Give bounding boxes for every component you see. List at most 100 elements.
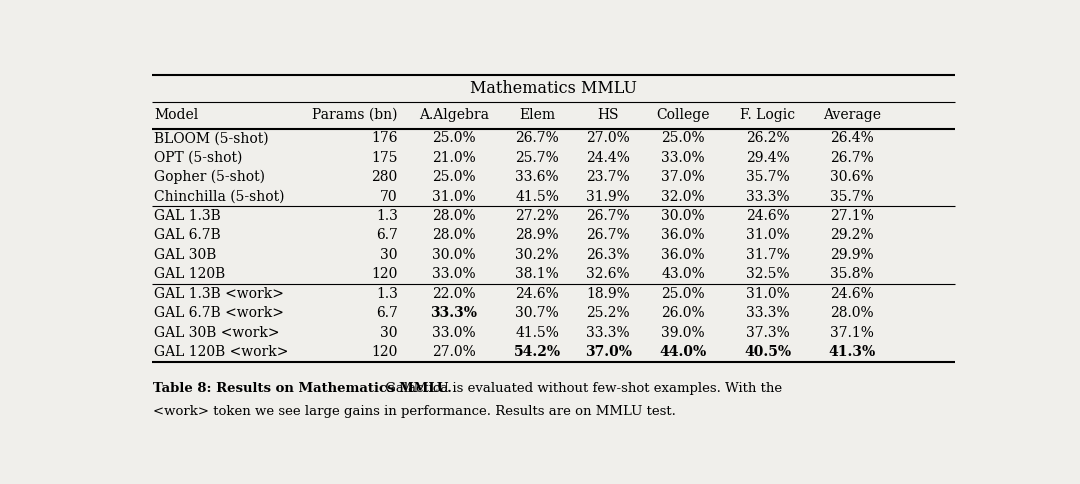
Text: 26.7%: 26.7% bbox=[831, 151, 874, 165]
Text: 30: 30 bbox=[380, 326, 397, 340]
Text: 6.7: 6.7 bbox=[376, 306, 397, 320]
Text: GAL 6.7B <work>: GAL 6.7B <work> bbox=[154, 306, 284, 320]
Text: BLOOM (5-shot): BLOOM (5-shot) bbox=[154, 131, 269, 145]
Text: 33.3%: 33.3% bbox=[430, 306, 477, 320]
Text: 33.6%: 33.6% bbox=[515, 170, 558, 184]
Text: HS: HS bbox=[597, 108, 619, 122]
Text: GAL 6.7B: GAL 6.7B bbox=[154, 228, 221, 242]
Text: 35.8%: 35.8% bbox=[831, 267, 874, 281]
Text: 37.0%: 37.0% bbox=[584, 345, 632, 359]
Text: Mathematics MMLU: Mathematics MMLU bbox=[470, 80, 637, 97]
Text: 33.0%: 33.0% bbox=[432, 326, 475, 340]
Text: 120: 120 bbox=[372, 345, 397, 359]
Text: 26.0%: 26.0% bbox=[661, 306, 705, 320]
Text: 41.5%: 41.5% bbox=[515, 190, 559, 204]
Text: 43.0%: 43.0% bbox=[661, 267, 705, 281]
Text: 37.3%: 37.3% bbox=[746, 326, 789, 340]
Text: Gopher (5-shot): Gopher (5-shot) bbox=[154, 170, 266, 184]
Text: 24.4%: 24.4% bbox=[586, 151, 630, 165]
Text: College: College bbox=[657, 108, 710, 122]
Text: 41.5%: 41.5% bbox=[515, 326, 559, 340]
Text: GAL 30B: GAL 30B bbox=[154, 248, 217, 262]
Text: Chinchilla (5-shot): Chinchilla (5-shot) bbox=[154, 190, 285, 204]
Text: 36.0%: 36.0% bbox=[661, 228, 705, 242]
Text: 27.0%: 27.0% bbox=[432, 345, 475, 359]
Text: 120: 120 bbox=[372, 267, 397, 281]
Text: GAL 1.3B: GAL 1.3B bbox=[154, 209, 221, 223]
Text: 23.7%: 23.7% bbox=[586, 170, 630, 184]
Text: 32.6%: 32.6% bbox=[586, 267, 630, 281]
Text: 29.9%: 29.9% bbox=[831, 248, 874, 262]
Text: 41.3%: 41.3% bbox=[828, 345, 876, 359]
Text: 33.3%: 33.3% bbox=[746, 190, 789, 204]
Text: 24.6%: 24.6% bbox=[746, 209, 789, 223]
Text: 25.0%: 25.0% bbox=[432, 170, 475, 184]
Text: 27.2%: 27.2% bbox=[515, 209, 559, 223]
Text: 33.3%: 33.3% bbox=[746, 306, 789, 320]
Text: 1.3: 1.3 bbox=[376, 209, 397, 223]
Text: 36.0%: 36.0% bbox=[661, 248, 705, 262]
Text: 35.7%: 35.7% bbox=[831, 190, 874, 204]
Text: 33.0%: 33.0% bbox=[432, 267, 475, 281]
Text: 27.0%: 27.0% bbox=[586, 131, 630, 145]
Text: GAL 1.3B <work>: GAL 1.3B <work> bbox=[154, 287, 284, 301]
Text: 28.0%: 28.0% bbox=[831, 306, 874, 320]
Text: Params (bn): Params (bn) bbox=[312, 108, 397, 122]
Text: 28.0%: 28.0% bbox=[432, 228, 475, 242]
Text: GAL 30B <work>: GAL 30B <work> bbox=[154, 326, 280, 340]
Text: 31.7%: 31.7% bbox=[745, 248, 789, 262]
Text: F. Logic: F. Logic bbox=[740, 108, 795, 122]
Text: 25.2%: 25.2% bbox=[586, 306, 630, 320]
Text: 37.1%: 37.1% bbox=[831, 326, 874, 340]
Text: GAL 120B: GAL 120B bbox=[154, 267, 226, 281]
Text: 21.0%: 21.0% bbox=[432, 151, 475, 165]
Text: 44.0%: 44.0% bbox=[660, 345, 707, 359]
Text: 28.9%: 28.9% bbox=[515, 228, 558, 242]
Text: 30: 30 bbox=[380, 248, 397, 262]
Text: 176: 176 bbox=[372, 131, 397, 145]
Text: 24.6%: 24.6% bbox=[831, 287, 874, 301]
Text: 175: 175 bbox=[372, 151, 397, 165]
Text: 26.7%: 26.7% bbox=[586, 228, 630, 242]
Text: 25.7%: 25.7% bbox=[515, 151, 559, 165]
Text: 39.0%: 39.0% bbox=[661, 326, 705, 340]
Text: Average: Average bbox=[823, 108, 881, 122]
Text: 26.7%: 26.7% bbox=[586, 209, 630, 223]
Text: 30.0%: 30.0% bbox=[661, 209, 705, 223]
Text: 54.2%: 54.2% bbox=[513, 345, 561, 359]
Text: 30.2%: 30.2% bbox=[515, 248, 558, 262]
Text: Model: Model bbox=[154, 108, 199, 122]
Text: 33.0%: 33.0% bbox=[661, 151, 705, 165]
Text: Galactica is evaluated without few-shot examples. With the: Galactica is evaluated without few-shot … bbox=[381, 382, 782, 395]
Text: 37.0%: 37.0% bbox=[661, 170, 705, 184]
Text: 18.9%: 18.9% bbox=[586, 287, 630, 301]
Text: 38.1%: 38.1% bbox=[515, 267, 559, 281]
Text: 32.5%: 32.5% bbox=[746, 267, 789, 281]
Text: 22.0%: 22.0% bbox=[432, 287, 475, 301]
Text: GAL 120B <work>: GAL 120B <work> bbox=[154, 345, 288, 359]
Text: 27.1%: 27.1% bbox=[831, 209, 874, 223]
Text: 26.4%: 26.4% bbox=[831, 131, 874, 145]
Text: 24.6%: 24.6% bbox=[515, 287, 559, 301]
Text: 40.5%: 40.5% bbox=[744, 345, 792, 359]
Text: A.Algebra: A.Algebra bbox=[419, 108, 489, 122]
Text: 32.0%: 32.0% bbox=[661, 190, 705, 204]
Text: 25.0%: 25.0% bbox=[661, 131, 705, 145]
Text: 30.6%: 30.6% bbox=[831, 170, 874, 184]
Text: 31.0%: 31.0% bbox=[432, 190, 475, 204]
Text: 25.0%: 25.0% bbox=[432, 131, 475, 145]
Text: 31.0%: 31.0% bbox=[746, 287, 789, 301]
Text: 29.4%: 29.4% bbox=[746, 151, 789, 165]
Text: 31.0%: 31.0% bbox=[746, 228, 789, 242]
Text: Table 8: Results on Mathematics MMLU.: Table 8: Results on Mathematics MMLU. bbox=[153, 382, 453, 395]
Text: 26.3%: 26.3% bbox=[586, 248, 630, 262]
Text: 35.7%: 35.7% bbox=[746, 170, 789, 184]
Text: OPT (5-shot): OPT (5-shot) bbox=[154, 151, 243, 165]
Text: 28.0%: 28.0% bbox=[432, 209, 475, 223]
Text: 25.0%: 25.0% bbox=[661, 287, 705, 301]
Text: 29.2%: 29.2% bbox=[831, 228, 874, 242]
Text: 6.7: 6.7 bbox=[376, 228, 397, 242]
Text: 31.9%: 31.9% bbox=[586, 190, 630, 204]
Text: 280: 280 bbox=[372, 170, 397, 184]
Text: 1.3: 1.3 bbox=[376, 287, 397, 301]
